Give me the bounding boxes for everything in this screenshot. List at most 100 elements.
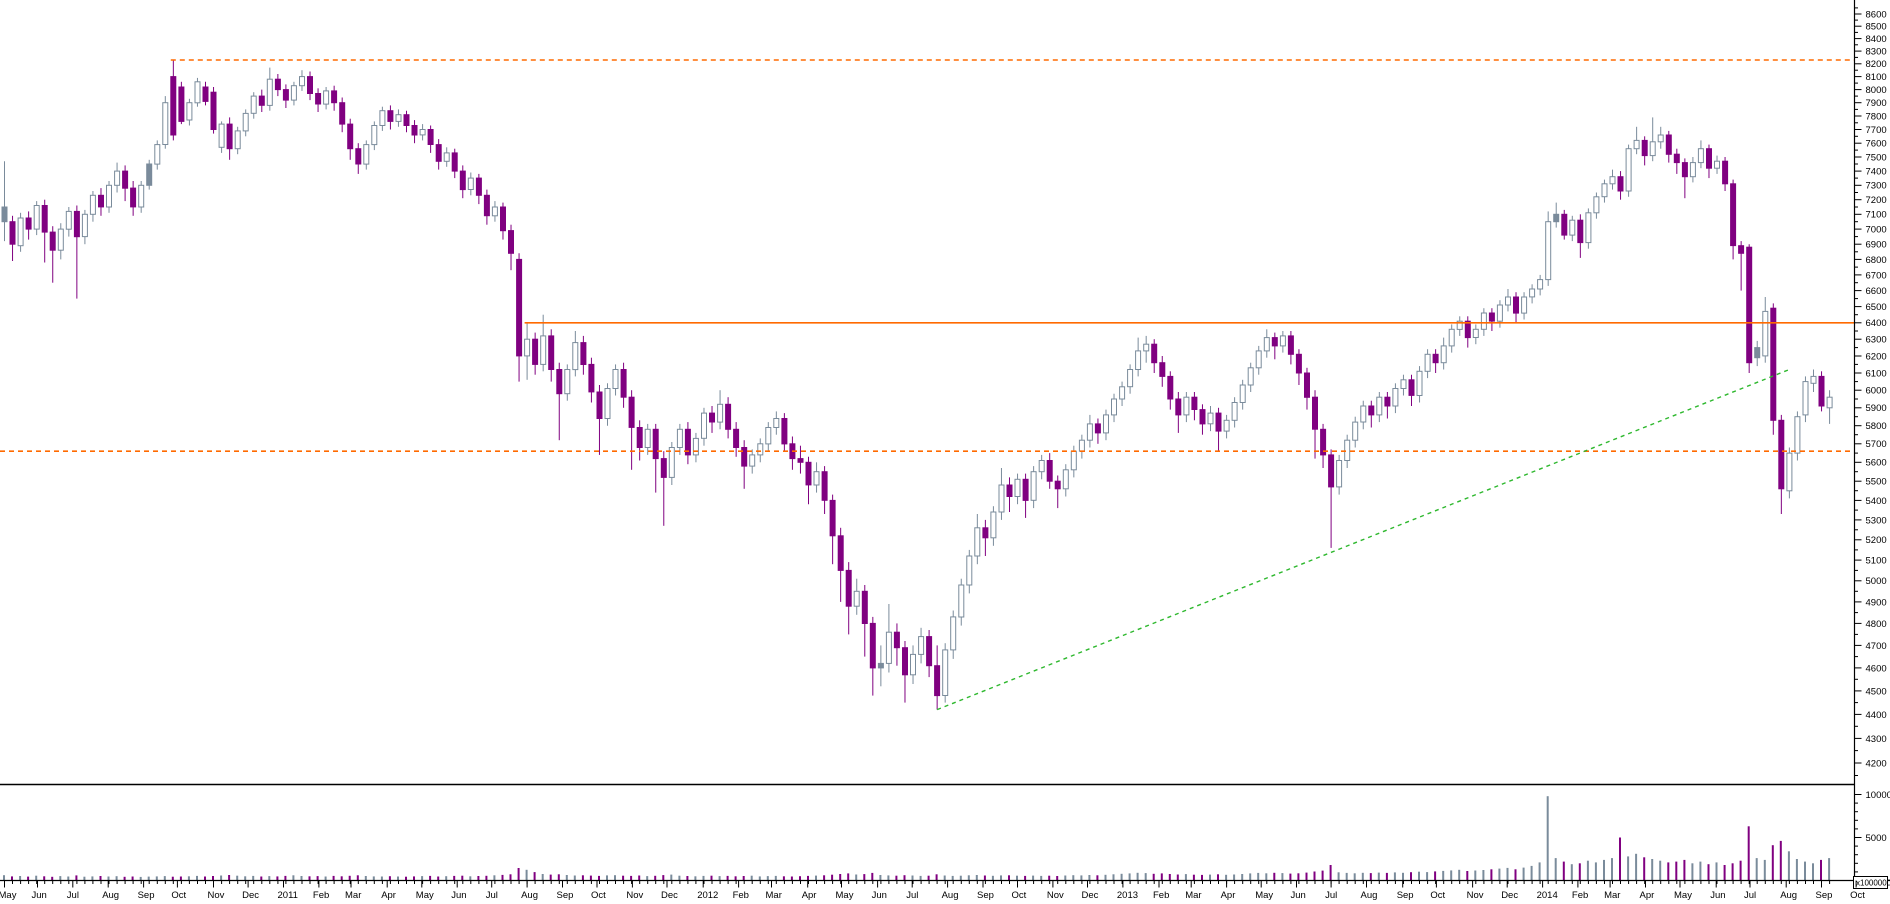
month-label: Jul (906, 890, 918, 901)
price-tick-label: 5100 (1866, 556, 1887, 567)
month-label: Oct (171, 890, 186, 901)
volume-bar (807, 875, 809, 881)
volume-bar (51, 876, 54, 881)
volume-bar (35, 875, 38, 881)
candle (1255, 350, 1262, 369)
volume-bar (204, 876, 206, 881)
volume-bar (686, 876, 689, 881)
volume-bar (1450, 870, 1453, 881)
volume-bar (1032, 875, 1035, 881)
candle (741, 447, 748, 467)
volume-bar (581, 875, 584, 881)
price-tick-label: 6400 (1866, 318, 1887, 329)
volume-bar (1635, 853, 1638, 881)
candle (1328, 454, 1335, 488)
candle (1448, 328, 1455, 347)
volume-bar (1410, 872, 1412, 881)
month-label: 2011 (278, 890, 298, 901)
month-label: May (416, 890, 434, 901)
candle (1199, 409, 1206, 425)
candle (910, 653, 916, 676)
candle (427, 129, 434, 145)
volume-bar (485, 875, 488, 881)
volume-bar (1812, 863, 1814, 881)
candle (122, 170, 129, 189)
candle (1529, 288, 1536, 298)
volume-bar (196, 875, 198, 881)
volume-bar (1209, 874, 1211, 881)
volume-bar (879, 875, 882, 881)
volume-bar (1192, 874, 1195, 881)
candle (1665, 134, 1672, 155)
volume-bar (790, 876, 793, 881)
candle (1231, 402, 1238, 421)
month-label: Nov (626, 890, 643, 901)
candle (443, 152, 450, 162)
candle (1336, 460, 1343, 488)
candle (1135, 350, 1142, 370)
volume-bar (1217, 874, 1219, 881)
price-tick-label: 6900 (1866, 240, 1887, 251)
candle (684, 428, 691, 456)
volume-bar (1755, 858, 1758, 881)
candle (1754, 347, 1761, 359)
volume-bar (1675, 861, 1678, 881)
volume-bar (1201, 874, 1203, 881)
price-tick-label: 8200 (1866, 59, 1887, 70)
candle (902, 647, 908, 676)
volume-bar (646, 876, 649, 881)
candle (459, 170, 466, 191)
candle (218, 123, 225, 148)
month-label: Sep (1397, 890, 1414, 901)
candle (556, 369, 563, 395)
candle (797, 458, 804, 463)
candle (942, 649, 949, 697)
month-label: Feb (1153, 890, 1169, 901)
month-label: Apr (802, 890, 817, 901)
candle (813, 471, 820, 486)
candle (596, 391, 603, 419)
candle (1505, 296, 1511, 306)
candle (1143, 343, 1150, 352)
price-tick-label: 5400 (1866, 496, 1887, 507)
volume-bar (324, 876, 327, 881)
candle (475, 177, 482, 196)
volume-bar (815, 875, 817, 881)
volume-bar (541, 874, 544, 881)
candle (1223, 419, 1230, 432)
candle (869, 622, 876, 669)
price-axis: 4200 4300 4400 4500 4600 4700 4800 4900 5000 5100… (1854, 7, 1887, 776)
candle (588, 363, 595, 393)
month-label: Jun (1291, 890, 1306, 901)
candle (114, 170, 121, 186)
month-label: Jun (451, 890, 466, 901)
month-label: Sep (977, 890, 994, 901)
candle (1159, 362, 1166, 377)
candle (998, 484, 1005, 513)
candle (612, 369, 619, 389)
resistance-support-levels (0, 59, 1854, 453)
candle (564, 369, 571, 395)
candle (749, 454, 756, 467)
month-label: May (0, 890, 17, 901)
volume-bar (1265, 873, 1268, 881)
volume-bar (1096, 875, 1099, 881)
candle (1070, 450, 1077, 471)
candle (483, 194, 490, 217)
price-tick-label: 8400 (1866, 34, 1887, 45)
volume-bar (895, 875, 898, 881)
volume-bar (1321, 870, 1324, 881)
volume-bar (19, 876, 22, 881)
volume-bar (1064, 875, 1067, 881)
candle (347, 123, 354, 150)
candle (1247, 367, 1254, 386)
candle (194, 81, 201, 104)
candle (500, 206, 506, 232)
volume-bar (1795, 859, 1798, 881)
candle (628, 396, 635, 428)
candle (1802, 381, 1809, 416)
volume-bar (598, 875, 600, 881)
volume-bar (332, 875, 335, 881)
